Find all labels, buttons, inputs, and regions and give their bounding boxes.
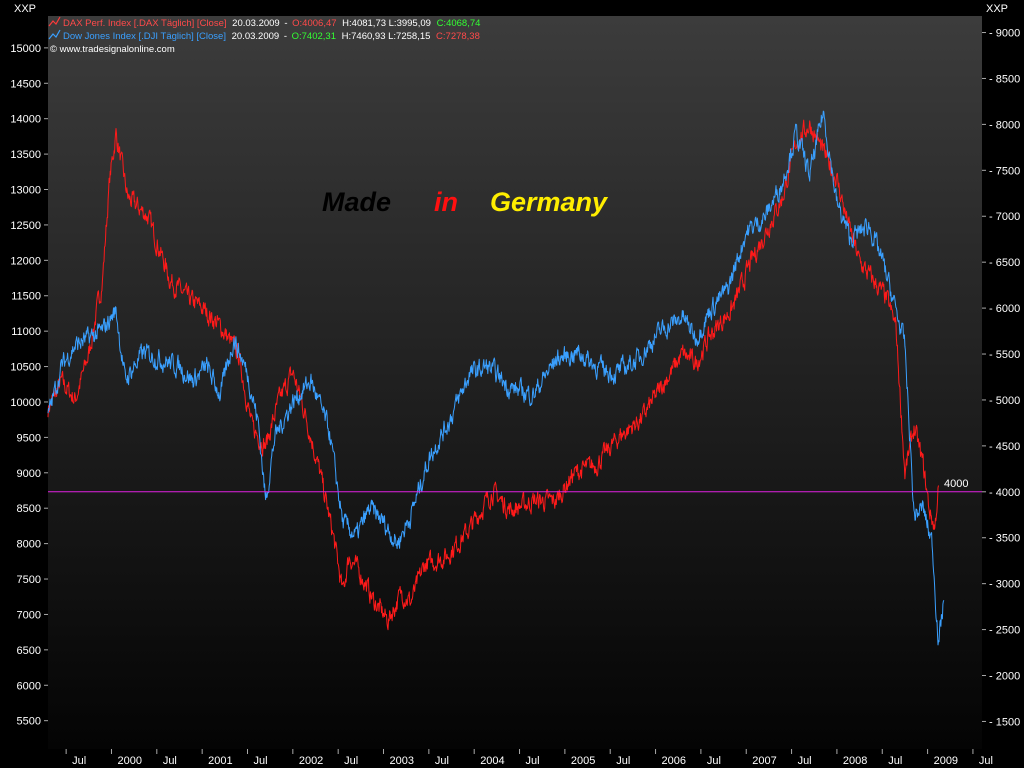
right-axis: - 9000 - 8500 - 8000 - 7500 - 7000 - 6500 - 60… xyxy=(982,28,1020,728)
left-axis-tick-label: 8000 xyxy=(17,539,41,551)
left-axis-tick-label: 13000 xyxy=(10,185,41,197)
legend: DAX Perf. Index [.DAX Täglich] [Close] 2… xyxy=(48,16,480,55)
legend-close: C:7278,38 xyxy=(436,31,480,42)
left-axis-tick-label: 11000 xyxy=(11,326,41,338)
x-axis-tick-label: 2003 xyxy=(390,755,414,767)
left-axis-tick-label: 7500 xyxy=(17,574,41,586)
x-axis-tick-label: 2001 xyxy=(208,755,232,767)
left-axis-tick-label: 12500 xyxy=(10,220,41,232)
legend-high-low: H:7460,93 L:7258,15 xyxy=(342,31,431,42)
x-axis-tick-label: Jul xyxy=(707,755,721,767)
line-chart-icon xyxy=(48,29,61,40)
right-axis-tick-label: - 4000 xyxy=(989,487,1020,499)
right-axis-tick-label: - 8500 xyxy=(989,73,1020,85)
chart-title: Made in Germany xyxy=(322,187,609,217)
x-axis-tick-label: Jul xyxy=(435,755,449,767)
x-axis-tick-label: Jul xyxy=(163,755,177,767)
left-axis-tick-label: 14000 xyxy=(10,114,41,126)
reference-line: 4000 xyxy=(48,478,982,493)
x-axis-tick-label: 2009 xyxy=(934,755,958,767)
left-axis-unit: XXP xyxy=(14,3,36,15)
x-axis-tick-label: Jul xyxy=(344,755,358,767)
left-axis-tick-label: 10500 xyxy=(10,362,41,374)
left-axis-tick-label: 13500 xyxy=(10,149,41,161)
right-axis-tick-label: - 6500 xyxy=(989,257,1020,269)
legend-series-name: DAX Perf. Index [.DAX Täglich] [Close] xyxy=(63,18,227,29)
right-axis-tick-label: - 2000 xyxy=(989,671,1020,683)
right-axis-tick-label: - 5500 xyxy=(989,349,1020,361)
left-axis-tick-label: 7000 xyxy=(17,609,41,621)
right-axis-tick-label: - 8000 xyxy=(989,119,1020,131)
dow-series-line xyxy=(47,110,945,646)
x-axis-tick-label: 2007 xyxy=(752,755,776,767)
left-axis-tick-label: 9000 xyxy=(17,468,41,480)
left-axis-tick-label: 5500 xyxy=(17,716,41,728)
left-axis-tick-label: 10000 xyxy=(10,397,41,409)
series-layer xyxy=(47,110,945,646)
svg-text:DAX Perf. Index [.DAX Täglich]: DAX Perf. Index [.DAX Täglich] [Close] 2… xyxy=(63,18,480,29)
left-axis-tick-label: 15000 xyxy=(10,43,41,55)
right-axis-tick-label: - 5000 xyxy=(989,395,1020,407)
x-axis-tick-label: Jul xyxy=(526,755,540,767)
svg-text:Dow Jones Index [.DJI Täglich]: Dow Jones Index [.DJI Täglich] [Close] 2… xyxy=(63,31,480,42)
x-axis-tick-label: Jul xyxy=(798,755,812,767)
legend-series-name: Dow Jones Index [.DJI Täglich] [Close] xyxy=(63,31,226,42)
left-axis-tick-label: 8500 xyxy=(17,503,41,515)
legend-entry-dow: Dow Jones Index [.DJI Täglich] [Close] 2… xyxy=(48,29,480,42)
legend-close: C:4068,74 xyxy=(437,18,481,29)
x-axis-tick-label: 2008 xyxy=(843,755,867,767)
left-axis-tick-label: 6000 xyxy=(17,680,41,692)
right-axis-tick-label: - 7000 xyxy=(989,211,1020,223)
left-axis-tick-label: 14500 xyxy=(10,78,41,90)
right-axis-tick-label: - 6000 xyxy=(989,303,1020,315)
left-axis-tick-label: 11500 xyxy=(11,291,41,303)
x-axis-tick-label: 2004 xyxy=(480,755,504,767)
left-axis: 15000 14500 14000 13500 13000 12500 12000 11500… xyxy=(10,43,48,728)
left-axis-tick-label: 12000 xyxy=(10,255,41,267)
title-word-in: in xyxy=(434,187,458,217)
x-axis-tick-label: Jul xyxy=(888,755,902,767)
x-axis-tick-label: 2005 xyxy=(571,755,595,767)
right-axis-tick-label: - 1500 xyxy=(989,716,1020,728)
left-axis-tick-label: 9500 xyxy=(17,432,41,444)
right-axis-tick-label: - 7500 xyxy=(989,165,1020,177)
title-word-made: Made xyxy=(322,187,391,217)
legend-entry-dax: DAX Perf. Index [.DAX Täglich] [Close] 2… xyxy=(48,16,480,29)
x-axis-tick-label: Jul xyxy=(253,755,267,767)
legend-high-low: H:4081,73 L:3995,09 xyxy=(342,18,431,29)
legend-separator: - xyxy=(284,18,287,29)
x-axis-tick-label: Jul xyxy=(979,755,993,767)
x-axis-tick-label: Jul xyxy=(72,755,86,767)
x-axis-tick-label: 2002 xyxy=(299,755,323,767)
x-axis-tick-label: 2006 xyxy=(662,755,686,767)
left-axis-tick-label: 6500 xyxy=(17,645,41,657)
legend-date: 20.03.2009 xyxy=(232,18,280,29)
right-axis-tick-label: - 2500 xyxy=(989,625,1020,637)
legend-open: O:7402,31 xyxy=(292,31,336,42)
title-word-germany: Germany xyxy=(490,187,609,217)
legend-separator: - xyxy=(284,31,287,42)
x-axis: Jul 2000 Jul 2001 Jul 2002 Jul 2003 Jul 2004 Jul 20… xyxy=(65,749,993,767)
right-axis-tick-label: - 3500 xyxy=(989,533,1020,545)
reference-line-label: 4000 xyxy=(944,478,968,490)
right-axis-unit: XXP xyxy=(986,3,1008,15)
watermark: © www.tradesignalonline.com xyxy=(50,44,175,55)
right-axis-tick-label: - 9000 xyxy=(989,28,1020,40)
x-axis-tick-label: 2000 xyxy=(117,755,141,767)
right-axis-tick-label: - 4500 xyxy=(989,441,1020,453)
right-axis-tick-label: - 3000 xyxy=(989,579,1020,591)
line-chart-icon xyxy=(48,16,61,27)
legend-open: O:4006,47 xyxy=(292,18,336,29)
legend-date: 20.03.2009 xyxy=(232,31,280,42)
x-axis-tick-label: Jul xyxy=(616,755,630,767)
